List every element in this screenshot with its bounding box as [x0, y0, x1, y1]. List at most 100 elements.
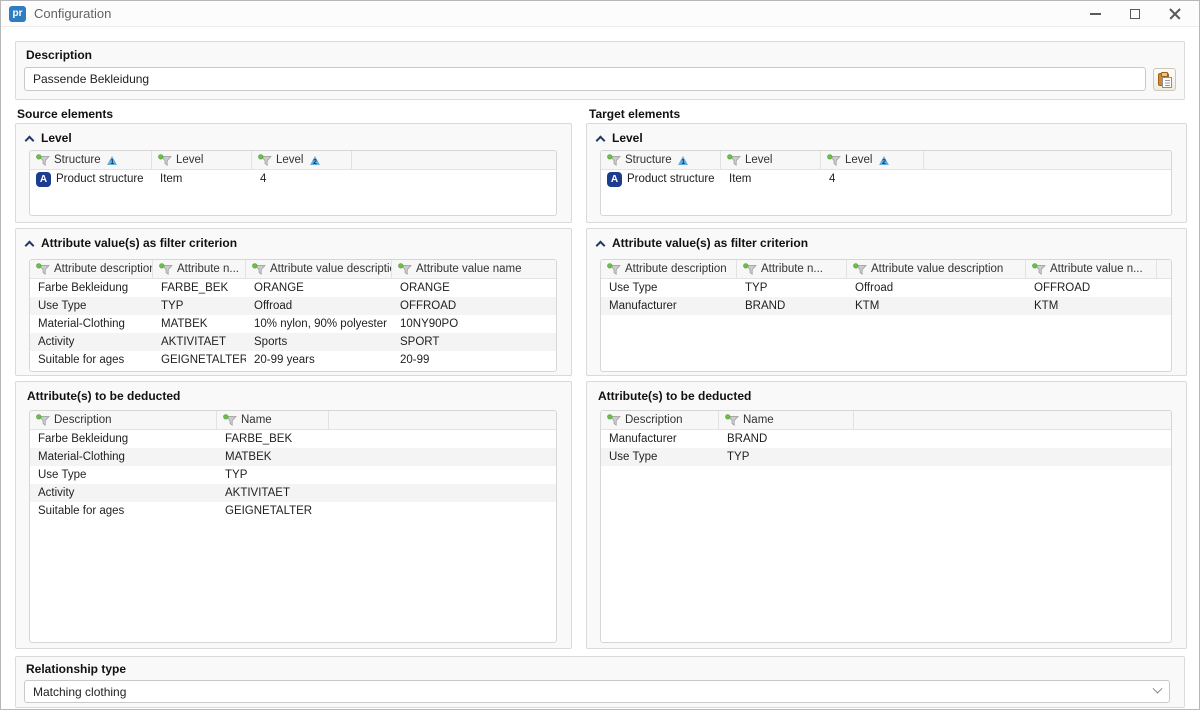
column-header-attribute-n[interactable]: Attribute n...: [737, 260, 847, 278]
filter-icon[interactable]: [1032, 263, 1046, 276]
table-cell: Suitable for ages: [30, 351, 153, 369]
column-header-attribute-value-description[interactable]: Attribute value description: [246, 260, 392, 278]
sort-indicator: 2: [879, 156, 890, 165]
target-filter-panel: Attribute value(s) as filter criterion A…: [586, 228, 1187, 376]
column-label: Name: [743, 414, 774, 426]
table-cell: BRAND: [737, 297, 847, 315]
description-input[interactable]: [24, 67, 1146, 91]
minimize-button[interactable]: [1075, 1, 1115, 26]
column-header-empty: [352, 151, 556, 169]
target-filter-header: Attribute value(s) as filter criterion: [587, 229, 1186, 253]
table-cell: AProduct structure: [601, 170, 721, 188]
filter-icon[interactable]: [827, 154, 841, 167]
filter-icon[interactable]: [607, 263, 621, 276]
cell-text: 10% nylon, 90% polyester: [254, 318, 387, 330]
filter-icon[interactable]: [36, 263, 50, 276]
table-row[interactable]: Farbe BekleidungFARBE_BEKORANGEORANGE: [30, 279, 556, 297]
filter-icon[interactable]: [725, 414, 739, 427]
source-deducted-grid: Description Name Farbe BekleidungFARBE_BEK…: [29, 410, 557, 643]
maximize-button[interactable]: [1115, 1, 1155, 26]
table-row[interactable]: Use TypeTYP: [30, 466, 556, 484]
table-cell: Farbe Bekleidung: [30, 430, 217, 448]
column-header-level[interactable]: Level2: [821, 151, 924, 169]
paste-document-icon: [1162, 77, 1172, 88]
column-header-structure[interactable]: Structure1: [30, 151, 152, 169]
filter-icon[interactable]: [853, 263, 867, 276]
table-cell: TYP: [153, 297, 246, 315]
table-row[interactable]: ActivityAKTIVITAET: [30, 484, 556, 502]
table-row[interactable]: Farbe BekleidungFARBE_BEK: [30, 430, 556, 448]
source-deducted-header: Attribute(s) to be deducted: [16, 382, 571, 406]
cell-text: Use Type: [609, 451, 657, 463]
table-row[interactable]: Use TypeTYPOffroadOFFROAD: [30, 297, 556, 315]
source-elements-label: Source elements: [17, 107, 113, 121]
close-button[interactable]: [1155, 1, 1195, 26]
table-cell: Activity: [30, 333, 153, 351]
table-row[interactable]: Suitable for agesGEIGNETALTER: [30, 502, 556, 520]
filter-icon[interactable]: [607, 154, 621, 167]
filter-icon[interactable]: [252, 263, 266, 276]
paste-button[interactable]: [1153, 68, 1176, 91]
collapse-caret-icon[interactable]: [596, 240, 606, 250]
column-header-attribute-n[interactable]: Attribute n...: [153, 260, 246, 278]
cell-text: ORANGE: [254, 282, 304, 294]
column-header-level[interactable]: Level: [721, 151, 821, 169]
filter-icon[interactable]: [743, 263, 757, 276]
structure-type-icon: A: [36, 172, 51, 187]
table-cell: KTM: [1026, 297, 1157, 315]
filter-icon[interactable]: [727, 154, 741, 167]
column-label: Name: [241, 414, 272, 426]
column-header-name[interactable]: Name: [719, 411, 854, 429]
column-header-level[interactable]: Level2: [252, 151, 352, 169]
cell-text: Manufacturer: [609, 433, 677, 445]
sort-indicator: 1: [678, 156, 689, 165]
table-row[interactable]: AProduct structureItem4: [30, 170, 556, 188]
table-cell: 20-99 years: [246, 351, 392, 369]
table-row[interactable]: AProduct structureItem4: [601, 170, 1171, 188]
column-label: Level: [745, 154, 773, 166]
filter-icon[interactable]: [398, 263, 412, 276]
column-header-attribute-description[interactable]: Attribute description: [601, 260, 737, 278]
window-title: Configuration: [34, 6, 111, 21]
filter-icon[interactable]: [607, 414, 621, 427]
filter-icon[interactable]: [159, 263, 173, 276]
collapse-caret-icon[interactable]: [25, 135, 35, 145]
filter-icon[interactable]: [158, 154, 172, 167]
cell-text: Sports: [254, 336, 287, 348]
column-label: Attribute value n...: [1050, 263, 1143, 275]
description-panel: Description: [15, 41, 1185, 100]
table-row[interactable]: Suitable for agesGEIGNETALTER20-99 years…: [30, 351, 556, 369]
table-row[interactable]: ManufacturerBRANDKTMKTM: [601, 297, 1171, 315]
filter-icon[interactable]: [258, 154, 272, 167]
cell-text: FARBE_BEK: [161, 282, 228, 294]
filter-icon[interactable]: [36, 414, 50, 427]
collapse-caret-icon[interactable]: [596, 135, 606, 145]
table-row[interactable]: ManufacturerBRAND: [601, 430, 1171, 448]
table-cell: Suitable for ages: [30, 502, 217, 520]
cell-text: Use Type: [38, 469, 86, 481]
column-header-structure[interactable]: Structure1: [601, 151, 721, 169]
column-header-attribute-value-n[interactable]: Attribute value n...: [1026, 260, 1157, 278]
column-header-description[interactable]: Description: [30, 411, 217, 429]
target-level-panel: Level Structure1LevelLevel2AProduct stru…: [586, 123, 1187, 223]
collapse-caret-icon[interactable]: [25, 240, 35, 250]
relationship-select[interactable]: Matching clothing: [24, 680, 1170, 703]
column-header-level[interactable]: Level: [152, 151, 252, 169]
table-row[interactable]: Material-ClothingMATBEK: [30, 448, 556, 466]
table-row[interactable]: Material-ClothingMATBEK10% nylon, 90% po…: [30, 315, 556, 333]
table-row[interactable]: ActivityAKTIVITAETSportsSPORT: [30, 333, 556, 351]
table-row[interactable]: Use TypeTYP: [601, 448, 1171, 466]
column-header-description[interactable]: Description: [601, 411, 719, 429]
column-header-name[interactable]: Name: [217, 411, 329, 429]
table-cell: Manufacturer: [601, 297, 737, 315]
filter-icon[interactable]: [223, 414, 237, 427]
table-cell: Material-Clothing: [30, 315, 153, 333]
section-title: Level: [612, 131, 643, 145]
table-row[interactable]: Use TypeTYPOffroadOFFROAD: [601, 279, 1171, 297]
column-header-attribute-value-name[interactable]: Attribute value name: [392, 260, 557, 278]
filter-icon[interactable]: [36, 154, 50, 167]
column-header-attribute-value-description[interactable]: Attribute value description: [847, 260, 1026, 278]
cell-text: Item: [160, 173, 182, 185]
column-header-attribute-description[interactable]: Attribute description: [30, 260, 153, 278]
minimize-icon: [1090, 13, 1101, 15]
